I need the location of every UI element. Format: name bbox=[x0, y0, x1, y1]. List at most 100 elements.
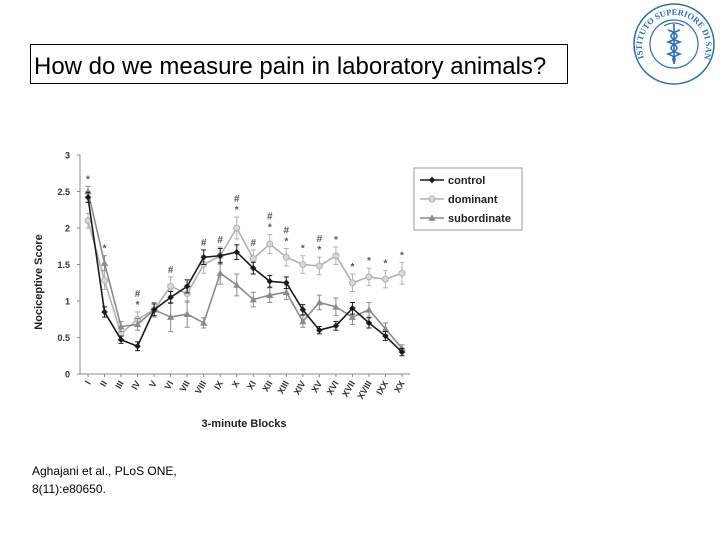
significance-mark: * bbox=[334, 235, 338, 246]
citation: Aghajani et al., PLoS ONE, 8(11):e80650. bbox=[32, 462, 232, 498]
legend-label-control: control bbox=[448, 175, 485, 187]
dominant-point bbox=[249, 255, 257, 263]
caduceus-icon bbox=[663, 22, 685, 64]
control-point bbox=[316, 327, 323, 334]
subordinate-point bbox=[167, 313, 175, 320]
subordinate-point bbox=[365, 306, 373, 313]
y-tick-label: 0.5 bbox=[57, 333, 70, 343]
subordinate-point bbox=[183, 310, 191, 317]
dominant-point bbox=[428, 195, 436, 203]
significance-mark: * bbox=[301, 244, 305, 255]
significance-mark: * bbox=[400, 250, 404, 261]
dominant-point bbox=[332, 252, 340, 260]
subordinate-point bbox=[282, 288, 290, 296]
dominant-point bbox=[233, 224, 241, 232]
control-point bbox=[183, 283, 191, 290]
significance-mark: # bbox=[317, 234, 323, 245]
significance-mark: * bbox=[350, 262, 354, 273]
control-point bbox=[349, 305, 356, 312]
control-line bbox=[87, 197, 403, 353]
y-tick-label: 2.5 bbox=[57, 187, 70, 197]
control-point bbox=[233, 248, 240, 256]
significance-mark: # bbox=[217, 235, 223, 246]
x-tick-label: XIII bbox=[276, 379, 291, 396]
significance-mark: * bbox=[136, 300, 140, 311]
x-tick-label: XX bbox=[392, 379, 407, 394]
dominant-point bbox=[381, 275, 389, 283]
title-box bbox=[30, 44, 568, 84]
series-control bbox=[84, 191, 406, 357]
significance-mark: # bbox=[135, 289, 141, 300]
dominant-point bbox=[282, 253, 290, 261]
x-tick-label: VI bbox=[162, 379, 175, 391]
significance-mark: # bbox=[168, 265, 174, 276]
x-tick-label: XVI bbox=[325, 379, 341, 397]
significance-mark: * bbox=[235, 205, 239, 216]
subordinate-point bbox=[133, 320, 142, 328]
legend-marker-control bbox=[428, 176, 436, 184]
significance-mark: * bbox=[317, 245, 321, 256]
x-tick-label: XI bbox=[245, 379, 258, 391]
control-point bbox=[398, 348, 406, 356]
control-point bbox=[117, 336, 125, 343]
control-point bbox=[428, 176, 436, 184]
control-point bbox=[266, 278, 273, 285]
control-point bbox=[134, 343, 141, 350]
control-point bbox=[200, 254, 207, 261]
legend-marker-dominant bbox=[428, 195, 436, 203]
dominant-point bbox=[365, 273, 373, 281]
x-tick-label: XVIII bbox=[355, 379, 373, 401]
dominant-point bbox=[266, 240, 274, 248]
x-tick-label: VII bbox=[178, 379, 192, 394]
x-tick-label: VIII bbox=[193, 379, 208, 396]
series-subordinate bbox=[84, 185, 406, 353]
x-tick-label: IXX bbox=[374, 379, 390, 397]
y-tick-label: 0 bbox=[65, 370, 70, 380]
x-tick-label: IX bbox=[212, 379, 225, 391]
significance-mark: * bbox=[86, 174, 90, 185]
x-tick-label: XII bbox=[260, 379, 274, 394]
subordinate-point bbox=[428, 214, 436, 221]
significance-mark: # bbox=[201, 238, 207, 249]
legend-label-dominant: dominant bbox=[448, 194, 498, 206]
control-point bbox=[250, 264, 257, 272]
slide-title: How do we measure pain in laboratory ani… bbox=[34, 53, 547, 80]
control-point bbox=[217, 252, 224, 259]
subordinate-point bbox=[216, 269, 224, 277]
significance-mark: * bbox=[103, 244, 107, 255]
x-tick-label: II bbox=[98, 379, 109, 388]
subordinate-point bbox=[299, 317, 307, 325]
x-tick-label: III bbox=[113, 379, 125, 391]
control-point bbox=[365, 319, 373, 327]
institute-logo: ISTITUTO SUPERIORE DI SANITÀ bbox=[632, 2, 715, 85]
significance-mark: # bbox=[267, 212, 273, 223]
y-tick-label: 2 bbox=[65, 224, 70, 234]
x-tick-label: IV bbox=[129, 379, 142, 391]
significance-mark: # bbox=[250, 238, 256, 249]
subordinate-point bbox=[117, 322, 125, 330]
series-dominant bbox=[84, 212, 406, 341]
citation-line-2: 8(11):e80650. bbox=[32, 482, 106, 496]
significance-mark: * bbox=[268, 223, 272, 234]
dominant-point bbox=[348, 279, 356, 287]
subordinate-point bbox=[249, 295, 257, 303]
x-axis-label: 3-minute Blocks bbox=[202, 418, 287, 430]
subordinate-point bbox=[348, 313, 357, 320]
dominant-point bbox=[101, 277, 109, 285]
y-axis-label: Nociceptive Score bbox=[33, 234, 45, 329]
significance-mark: * bbox=[284, 236, 288, 247]
x-tick-label: XV bbox=[309, 379, 324, 394]
subordinate-point bbox=[332, 303, 340, 310]
dominant-point bbox=[299, 261, 307, 268]
chart-legend: control dominant subordinate bbox=[413, 167, 523, 231]
control-point bbox=[101, 308, 108, 316]
x-tick-label: XIV bbox=[292, 379, 308, 397]
subordinate-line bbox=[87, 191, 403, 349]
dominant-point bbox=[84, 217, 92, 225]
x-tick-label: X bbox=[230, 379, 242, 389]
citation-line-1: Aghajani et al., PLoS ONE, bbox=[32, 464, 177, 478]
significance-mark: * bbox=[367, 256, 371, 267]
subordinate-point bbox=[315, 298, 323, 306]
y-tick-label: 1.5 bbox=[57, 260, 70, 270]
